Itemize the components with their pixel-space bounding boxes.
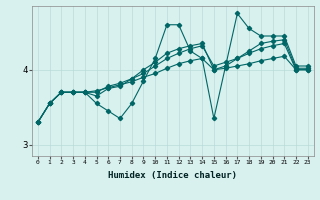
X-axis label: Humidex (Indice chaleur): Humidex (Indice chaleur): [108, 171, 237, 180]
